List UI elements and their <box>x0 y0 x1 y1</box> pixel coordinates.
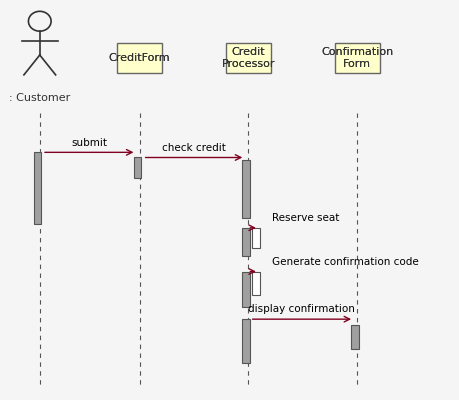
FancyBboxPatch shape <box>334 43 379 73</box>
Bar <box>252 228 259 248</box>
Text: Confirmation
Form: Confirmation Form <box>320 47 392 69</box>
Text: check credit: check credit <box>162 143 225 153</box>
Text: Credit
Processor: Credit Processor <box>221 47 274 69</box>
Bar <box>134 158 140 178</box>
Text: submit: submit <box>71 138 107 148</box>
Text: CreditForm: CreditForm <box>108 53 170 63</box>
Text: Reserve seat: Reserve seat <box>272 213 339 223</box>
FancyBboxPatch shape <box>225 43 270 73</box>
Text: Generate confirmation code: Generate confirmation code <box>272 257 418 267</box>
Bar <box>252 272 259 295</box>
FancyBboxPatch shape <box>117 43 162 73</box>
Bar <box>242 272 249 307</box>
Bar <box>351 325 358 349</box>
Bar <box>242 160 249 218</box>
Text: CreditForm: CreditForm <box>108 53 170 63</box>
Text: display confirmation: display confirmation <box>248 304 354 314</box>
Text: : Customer: : Customer <box>9 93 70 103</box>
Text: Credit
Processor: Credit Processor <box>221 47 274 69</box>
Bar <box>34 152 41 224</box>
Bar <box>242 228 249 256</box>
Text: Confirmation
Form: Confirmation Form <box>320 47 392 69</box>
Bar <box>242 319 249 363</box>
